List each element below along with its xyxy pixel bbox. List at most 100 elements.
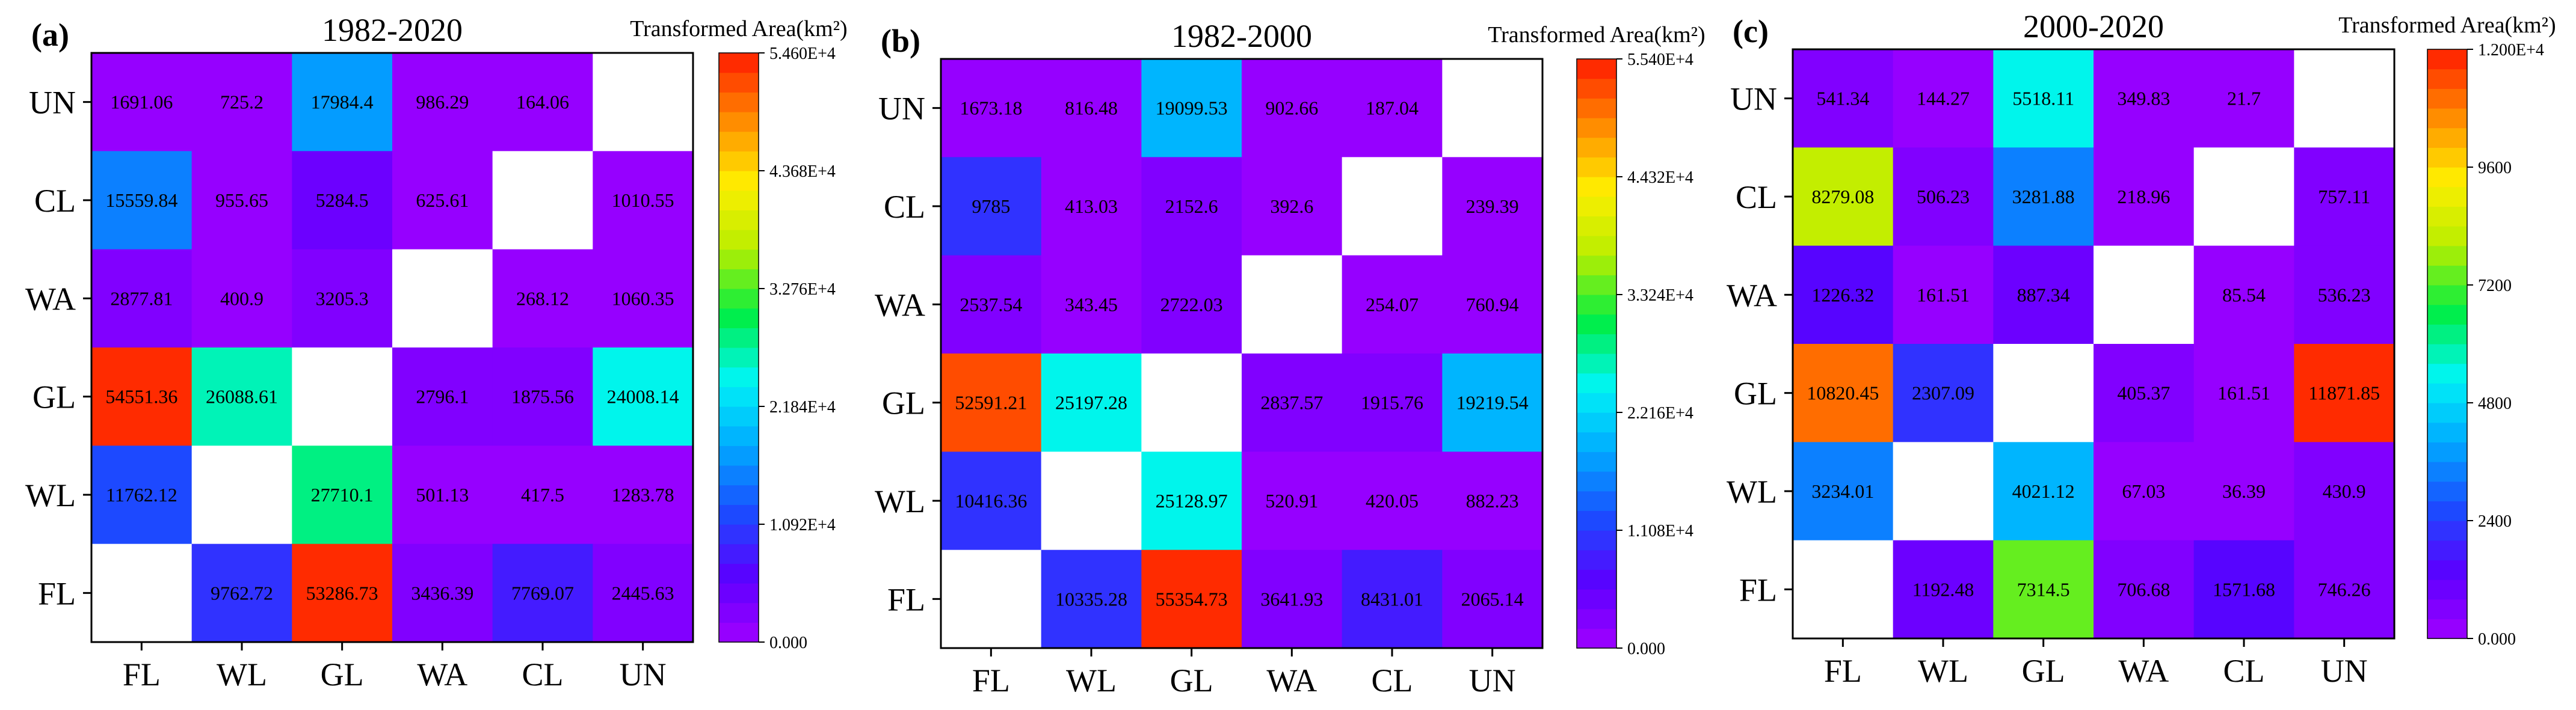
colorbar-segment: [2427, 186, 2467, 207]
heatmap-cell: [2193, 540, 2294, 639]
heatmap-cell: [1893, 344, 1994, 442]
heatmap-cell: [191, 151, 292, 250]
colorbar-segment: [1577, 412, 1616, 433]
cell-value-label: 144.27: [1917, 88, 1970, 109]
heatmap-cell: [1442, 549, 1543, 649]
colorbar-segment: [719, 308, 759, 328]
cell-value-label: 21.7: [2227, 88, 2261, 109]
cell-value-label: 55354.73: [1156, 588, 1228, 610]
colorbar-segment: [2427, 88, 2467, 109]
heatmap-cell: [2294, 147, 2395, 246]
heatmap-cell: [2193, 245, 2294, 344]
cell-value-label: 2307.09: [1912, 382, 1974, 404]
heatmap-cell: [1141, 353, 1242, 452]
panel-label: (c): [1733, 13, 1769, 49]
heatmap-cell: [593, 543, 694, 643]
colorbar-segment: [719, 367, 759, 387]
cell-value-label: 24008.14: [607, 386, 679, 408]
colorbar-segment: [719, 112, 759, 132]
x-tick-label: CL: [1371, 663, 1413, 699]
colorbar-segment: [719, 524, 759, 545]
colorbar-segment: [2427, 619, 2467, 639]
cell-value-label: 501.13: [416, 484, 469, 506]
colorbar-segment: [719, 328, 759, 348]
colorbar-segment: [719, 249, 759, 269]
y-tick-label: CL: [34, 183, 76, 219]
heatmap-cell: [1993, 442, 2094, 541]
colorbar-segment: [1577, 628, 1616, 649]
colorbar-segment: [1577, 177, 1616, 197]
cell-value-label: 10416.36: [955, 490, 1027, 512]
x-tick-label: WA: [417, 656, 467, 693]
cell-value-label: 3281.88: [2012, 186, 2075, 207]
heatmap-cell: [1342, 451, 1443, 551]
colorbar-tick-label: 0.000: [1627, 640, 1665, 658]
heatmap-cell: [593, 347, 694, 446]
colorbar-segment: [2427, 540, 2467, 560]
colorbar-segment: [719, 563, 759, 584]
heatmap-cell: [941, 157, 1042, 256]
colorbar-segment: [719, 230, 759, 250]
heatmap-cell: [1793, 49, 1894, 148]
colorbar-segment: [2427, 285, 2467, 305]
cell-value-label: 520.91: [1265, 490, 1318, 512]
cell-value-label: 1875.56: [511, 386, 574, 408]
colorbar-segment: [719, 485, 759, 505]
cell-value-label: 816.48: [1065, 97, 1118, 119]
colorbar-segment: [1577, 549, 1616, 570]
y-tick-label: GL: [882, 385, 925, 421]
colorbar-segment: [1577, 530, 1616, 551]
colorbar-segment: [719, 72, 759, 93]
cell-value-label: 11871.85: [2308, 382, 2380, 404]
heatmap-cell: [1242, 353, 1343, 452]
cell-value-label: 17984.4: [311, 91, 374, 113]
cell-value-label: 725.2: [220, 91, 263, 113]
heatmap-cell: [191, 347, 292, 446]
heatmap-panel-2: 1673.18 816.48 19099.53 902.66 187.04 9785 413…: [875, 18, 1706, 699]
cell-value-label: 1226.32: [1811, 284, 1874, 305]
cell-value-label: 2445.63: [612, 582, 674, 604]
plot-frame: [90, 52, 694, 643]
cell-value-label: 218.96: [2117, 186, 2170, 207]
cell-value-label: 52591.21: [955, 392, 1027, 414]
colorbar-segment: [719, 151, 759, 171]
heatmap-cell: [492, 151, 593, 250]
cell-value-label: 85.54: [2222, 284, 2266, 305]
heatmap-cell: [1442, 353, 1543, 452]
heatmap-cell: [1893, 245, 1994, 344]
heatmap-cell: [1793, 245, 1894, 344]
heatmap-cell: [91, 53, 193, 151]
heatmap-cell: [2294, 442, 2395, 541]
colorbar-segment: [1577, 471, 1616, 492]
colorbar-tick-label: 7200: [2478, 277, 2512, 295]
heatmap-cell: [191, 445, 292, 545]
colorbar-segment: [1577, 393, 1616, 413]
heatmap-cell: [1993, 344, 2094, 442]
plot-frame: [1792, 48, 2396, 640]
colorbar-segment: [1577, 510, 1616, 531]
heatmap-cell: [492, 543, 593, 643]
cell-value-label: 2152.6: [1165, 195, 1218, 217]
panel-title: 2000-2020: [2023, 8, 2164, 44]
cell-value-label: 405.37: [2117, 382, 2170, 404]
colorbar-tick-label: 4.368E+4: [769, 162, 836, 181]
y-tick-label: CL: [1736, 179, 1777, 215]
colorbar-segment: [1577, 373, 1616, 393]
colorbar-tick-label: 5.460E+4: [769, 44, 836, 63]
y-tick-label: CL: [884, 189, 925, 225]
colorbar-segment: [1577, 216, 1616, 236]
colorbar-segment: [1577, 59, 1616, 79]
colorbar-tick-label: 9600: [2478, 159, 2512, 177]
cell-value-label: 3641.93: [1260, 588, 1323, 610]
colorbar-segment: [1577, 569, 1616, 590]
cell-value-label: 1691.06: [110, 91, 173, 113]
heatmap-cell: [1041, 451, 1142, 551]
colorbar-segment: [2427, 206, 2467, 227]
colorbar-segment: [719, 622, 759, 643]
x-tick-label: GL: [2022, 653, 2065, 689]
colorbar-segment: [1577, 137, 1616, 158]
x-tick-label: CL: [522, 656, 563, 693]
heatmap-cell: [2094, 442, 2195, 541]
colorbar-segment: [719, 426, 759, 446]
